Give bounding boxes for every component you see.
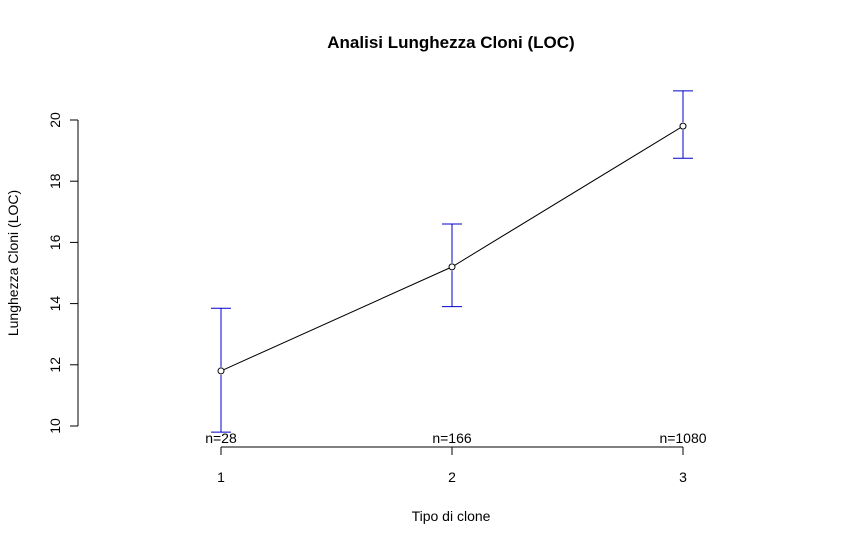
x-axis-label: Tipo di clone [412,508,491,524]
n-label: n=28 [205,430,237,446]
chart-title: Analisi Lunghezza Cloni (LOC) [327,33,574,52]
y-tick-label: 12 [47,357,63,373]
data-point [679,122,687,130]
x-tick-label: 3 [679,469,687,485]
x-tick-label: 2 [448,469,456,485]
series-line [217,122,687,375]
n-label: n=1080 [659,430,706,446]
y-tick-label: 14 [47,296,63,312]
error-bars [211,90,693,433]
y-tick-label: 20 [47,112,63,128]
x-tick-label: 1 [217,469,225,485]
y-tick-label: 10 [47,418,63,434]
n-label: n=166 [432,430,472,446]
data-point [448,263,456,271]
y-tick-label: 16 [47,234,63,250]
n-labels: n=28 n=166 n=1080 [205,430,707,446]
y-axis: 10 12 14 16 18 20 [47,112,79,434]
y-axis-label: Lunghezza Cloni (LOC) [5,190,21,336]
x-axis: 1 2 3 [217,446,687,485]
data-point [217,367,225,375]
y-tick-label: 18 [47,173,63,189]
